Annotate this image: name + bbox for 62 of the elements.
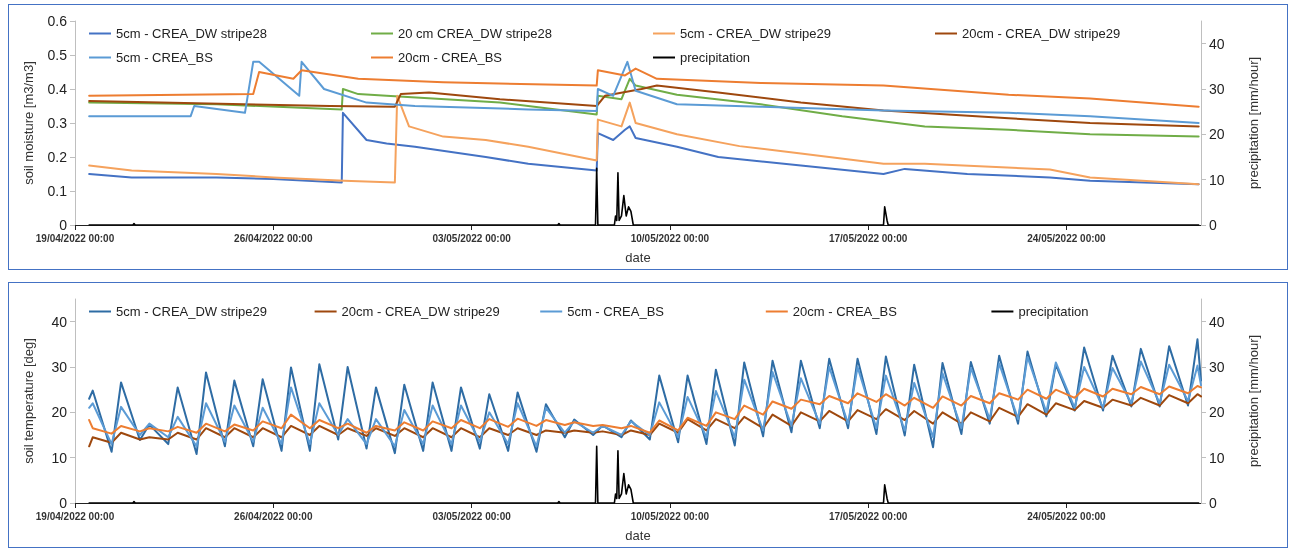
line-series xyxy=(88,84,1200,128)
y-axis-title: soil temperature [deg] xyxy=(21,338,36,464)
y2-tick-label: 0 xyxy=(1209,217,1217,233)
y-tick-label: 0.1 xyxy=(47,183,68,199)
y-tick-label: 0 xyxy=(59,495,68,511)
line-series xyxy=(88,356,1202,448)
legend-label: 5cm - CREA_DW stripe29 xyxy=(680,26,831,41)
x-tick-label: 10/05/2022 00:00 xyxy=(630,232,710,244)
y2-axis-title: precipitation [mm/hour] xyxy=(1246,56,1261,190)
x-axis-title: date xyxy=(625,250,651,265)
y-tick-label: 30 xyxy=(51,359,68,375)
x-tick-label: 24/05/2022 00:00 xyxy=(1027,232,1107,244)
legend-label: precipitation xyxy=(1018,304,1089,319)
legend-label: 20cm - CREA_BS xyxy=(398,50,503,65)
legend-label: 5cm - CREA_DW stripe29 xyxy=(116,304,267,319)
y-tick-label: 0.6 xyxy=(47,13,68,29)
y2-tick-label: 10 xyxy=(1209,449,1225,466)
x-tick-label: 10/05/2022 00:00 xyxy=(630,510,710,522)
y2-tick-label: 30 xyxy=(1209,359,1225,375)
y-tick-label: 0.2 xyxy=(47,149,68,165)
x-tick-label: 17/05/2022 00:00 xyxy=(828,232,908,244)
y2-tick-label: 40 xyxy=(1209,35,1225,52)
x-tick-label: 19/04/2022 00:00 xyxy=(35,510,115,522)
y-tick-label: 20 xyxy=(51,404,68,421)
line-series xyxy=(88,393,1202,448)
y2-tick-label: 20 xyxy=(1209,404,1225,421)
line-series xyxy=(88,338,1202,456)
x-tick-label: 26/04/2022 00:00 xyxy=(234,510,313,522)
y2-axis-title: precipitation [mm/hour] xyxy=(1246,334,1261,468)
legend-label: 20cm - CREA_DW stripe29 xyxy=(341,304,500,319)
y2-tick-label: 20 xyxy=(1209,126,1225,143)
legend-label: 5cm - CREA_DW stripe28 xyxy=(116,26,267,41)
x-tick-label: 03/05/2022 00:00 xyxy=(432,232,512,244)
legend-label: 5cm - CREA_BS xyxy=(116,50,214,65)
y-axis-title: soil moisture [m3/m3] xyxy=(21,61,36,185)
x-tick-label: 19/04/2022 00:00 xyxy=(35,232,115,244)
y-tick-label: 10 xyxy=(51,449,68,466)
x-tick-label: 03/05/2022 00:00 xyxy=(432,510,512,522)
y2-tick-label: 30 xyxy=(1209,81,1225,97)
line-series xyxy=(88,385,1202,435)
x-axis-title: date xyxy=(625,528,651,543)
line-series xyxy=(88,445,1200,504)
y-tick-label: 0.4 xyxy=(47,81,68,97)
y-tick-label: 0.5 xyxy=(47,47,68,63)
legend-label: 20cm - CREA_DW stripe29 xyxy=(962,26,1121,41)
y-tick-label: 40 xyxy=(51,313,68,330)
y-tick-label: 0 xyxy=(59,217,68,233)
legend-label: 20 cm CREA_DW stripe28 xyxy=(398,26,552,41)
legend-label: precipitation xyxy=(680,50,751,65)
line-series xyxy=(88,77,1200,138)
line-series xyxy=(88,167,1200,226)
y2-tick-label: 40 xyxy=(1209,313,1225,330)
x-tick-label: 17/05/2022 00:00 xyxy=(828,510,908,522)
y2-tick-label: 0 xyxy=(1209,495,1217,511)
y-tick-label: 0.3 xyxy=(47,115,68,131)
line-series xyxy=(88,67,1200,108)
line-series xyxy=(88,94,1200,186)
legend-label: 20cm - CREA_BS xyxy=(792,304,898,319)
y2-tick-label: 10 xyxy=(1209,171,1225,188)
x-tick-label: 24/05/2022 00:00 xyxy=(1027,510,1107,522)
x-tick-label: 26/04/2022 00:00 xyxy=(234,232,313,244)
legend-label: 5cm - CREA_BS xyxy=(567,304,665,319)
